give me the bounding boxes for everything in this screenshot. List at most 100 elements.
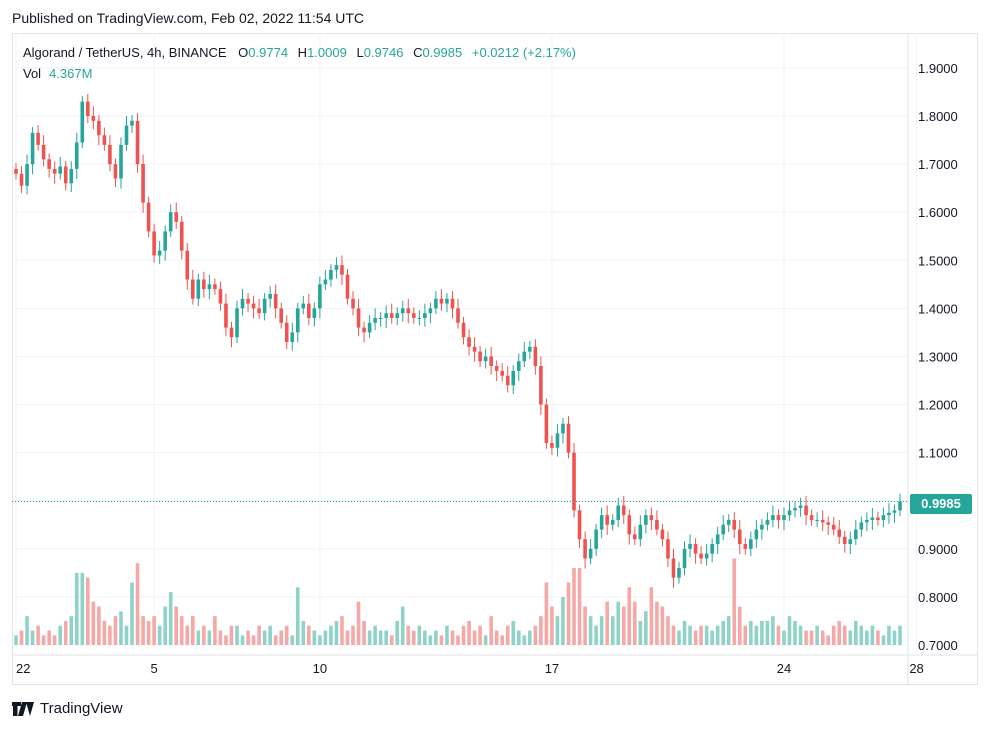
candle-body bbox=[229, 327, 234, 338]
candlestick-chart[interactable]: 1.9000 1.8000 1.7000 1.6000 1.5000 1.4000 1.30… bbox=[12, 33, 978, 685]
volume-bar bbox=[887, 625, 891, 645]
candle-body bbox=[737, 529, 742, 545]
candle-body bbox=[550, 443, 554, 448]
candle-body bbox=[842, 536, 847, 545]
volume-bar bbox=[561, 596, 565, 645]
candle-body bbox=[334, 265, 339, 270]
candle-body bbox=[318, 284, 322, 309]
candle-body bbox=[157, 250, 162, 256]
candle-body bbox=[224, 303, 228, 328]
volume-bar bbox=[599, 616, 604, 645]
volume-bar bbox=[63, 620, 68, 645]
candle-body bbox=[25, 164, 29, 186]
ohlc-legend: Algorand / TetherUS, 4h, BINANCE O0.9774… bbox=[23, 45, 576, 60]
candle-body bbox=[362, 327, 366, 333]
volume-bar bbox=[235, 625, 239, 645]
candle-body bbox=[820, 519, 825, 523]
volume-bar bbox=[638, 620, 643, 645]
volume-bar bbox=[168, 592, 173, 645]
volume-bar bbox=[141, 616, 145, 645]
volume-bar bbox=[494, 630, 499, 645]
volume-bar bbox=[754, 625, 759, 645]
candle-body bbox=[395, 313, 400, 318]
candle-body bbox=[566, 423, 571, 453]
volume-bar bbox=[809, 630, 814, 645]
volume-bar bbox=[649, 587, 654, 645]
candle-body bbox=[881, 515, 886, 520]
open-value: 0.9774 bbox=[248, 45, 289, 60]
candle-body bbox=[235, 308, 239, 338]
volume-bar bbox=[213, 616, 217, 645]
price-tick: 0.8000 bbox=[918, 590, 958, 605]
volume-bar bbox=[439, 635, 444, 645]
volume-bar bbox=[157, 625, 162, 645]
volume-bar bbox=[715, 625, 720, 645]
candle-body bbox=[555, 433, 560, 448]
volume-bar bbox=[406, 625, 411, 645]
candle-body bbox=[793, 507, 797, 511]
candle-body bbox=[539, 366, 543, 405]
candle-body bbox=[58, 166, 62, 174]
candle-body bbox=[141, 164, 145, 203]
volume-bar bbox=[202, 625, 206, 645]
volume-bar bbox=[467, 620, 471, 645]
volume-bar bbox=[782, 630, 786, 645]
candle-body bbox=[108, 144, 112, 165]
volume-bar bbox=[594, 625, 598, 645]
volume-bar bbox=[417, 625, 422, 645]
volume-bar bbox=[279, 630, 283, 645]
candle-body bbox=[605, 515, 609, 525]
volume-bar bbox=[550, 606, 554, 645]
candle-body bbox=[152, 231, 156, 256]
volume-bar bbox=[820, 630, 825, 645]
volume-bar bbox=[472, 630, 477, 645]
candle-body bbox=[146, 202, 151, 232]
volume-bar bbox=[428, 635, 433, 645]
volume-bar bbox=[36, 625, 40, 645]
candle-body bbox=[202, 279, 206, 290]
tradingview-brand[interactable]: TradingView bbox=[12, 700, 123, 717]
candle-body bbox=[323, 279, 328, 285]
volume-bar bbox=[870, 625, 875, 645]
volume-bar bbox=[312, 630, 317, 645]
volume-bar bbox=[334, 620, 339, 645]
symbol-label[interactable]: Algorand / TetherUS, 4h, BINANCE bbox=[23, 45, 227, 60]
volume-bar bbox=[423, 630, 427, 645]
volume-bar bbox=[704, 625, 709, 645]
candle-body bbox=[113, 164, 118, 179]
candle-body bbox=[594, 529, 598, 549]
volume-bar bbox=[373, 625, 377, 645]
candle-body bbox=[859, 522, 864, 530]
volume-bar bbox=[876, 630, 880, 645]
volume-bar bbox=[749, 620, 753, 645]
candle-body bbox=[782, 515, 786, 520]
volume-bar bbox=[384, 630, 388, 645]
candle-body bbox=[671, 558, 676, 578]
time-tick: 24 bbox=[777, 661, 791, 676]
candle-body bbox=[516, 361, 521, 371]
time-tick: 17 bbox=[545, 661, 559, 676]
volume-bar bbox=[412, 630, 416, 645]
candle-body bbox=[196, 279, 201, 299]
candle-body bbox=[301, 303, 306, 309]
price-tick: 1.9000 bbox=[918, 61, 958, 76]
candle-body bbox=[765, 519, 770, 525]
candle-body bbox=[389, 313, 394, 318]
volume-bar bbox=[345, 630, 350, 645]
volume-bar bbox=[666, 616, 670, 645]
volume-bar bbox=[461, 625, 466, 645]
volume-bar bbox=[881, 635, 886, 645]
volume-bar bbox=[246, 630, 250, 645]
price-tick: 1.4000 bbox=[918, 301, 958, 316]
candle-body bbox=[561, 423, 565, 434]
candle-body bbox=[721, 524, 725, 535]
volume-bar bbox=[616, 601, 621, 645]
volume-bar bbox=[583, 606, 587, 645]
chart-frame bbox=[12, 33, 978, 685]
volume-bar bbox=[842, 625, 847, 645]
candle-body bbox=[41, 144, 46, 160]
candle-body bbox=[749, 539, 753, 549]
volume-bar bbox=[262, 630, 267, 645]
candle-body bbox=[119, 144, 123, 179]
open-label: O bbox=[238, 45, 249, 60]
